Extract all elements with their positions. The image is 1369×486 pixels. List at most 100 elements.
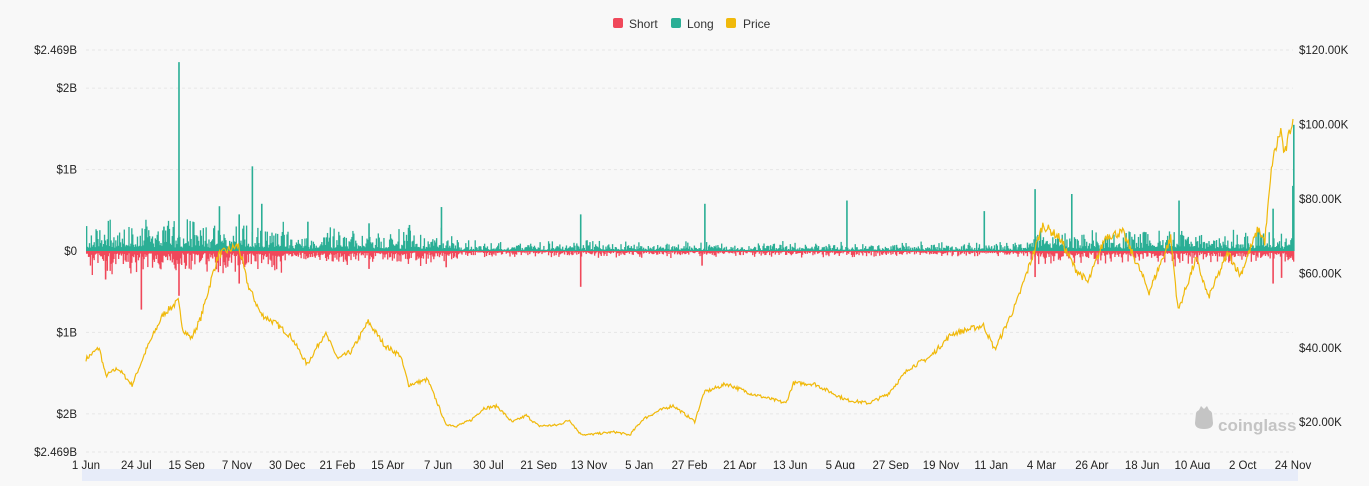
long-bar [505, 249, 507, 251]
short-bar [182, 251, 185, 255]
legend-item-price[interactable]: Price [726, 17, 771, 31]
long-bar [313, 243, 315, 251]
long-bar [694, 247, 697, 251]
long-bar [566, 248, 569, 251]
short-bar [919, 251, 921, 255]
short-bar [245, 251, 248, 264]
short-bar [1157, 251, 1159, 262]
long-bar [386, 247, 388, 251]
short-bar [1094, 251, 1096, 259]
short-bar [862, 251, 864, 256]
long-bar [536, 249, 538, 251]
legend[interactable]: Short Long Price [613, 17, 771, 31]
long-bar [305, 245, 307, 251]
short-bar [332, 251, 334, 262]
short-bar [770, 251, 773, 257]
long-bar [802, 248, 805, 251]
short-bar [1257, 251, 1259, 258]
long-bar [687, 242, 689, 251]
short-bar [1215, 251, 1218, 255]
short-bar [1041, 251, 1044, 253]
short-bar [923, 251, 925, 253]
legend-item-short[interactable]: Short [613, 17, 658, 31]
long-bar [458, 247, 460, 251]
short-bar [1044, 251, 1046, 264]
short-bar [266, 251, 268, 257]
long-bar [213, 225, 216, 251]
short-bar [927, 251, 930, 253]
legend-item-long[interactable]: Long [671, 17, 714, 31]
short-bar [388, 251, 391, 258]
long-bar [806, 248, 808, 251]
short-bar [921, 251, 923, 253]
long-spike-bar [368, 223, 370, 251]
long-bar [899, 247, 902, 251]
long-bar [250, 247, 252, 251]
short-bar [580, 251, 583, 257]
short-bar [1083, 251, 1085, 253]
short-bar [189, 251, 191, 255]
long-bar [370, 242, 372, 251]
long-bar [768, 246, 770, 251]
long-bar [875, 249, 877, 251]
long-bar [284, 246, 286, 251]
long-bar [554, 248, 556, 251]
long-bar [401, 244, 403, 251]
long-bar [1087, 245, 1090, 251]
long-bar [884, 246, 887, 251]
short-bar [292, 251, 294, 257]
long-bar [1055, 244, 1058, 251]
long-bar [934, 247, 936, 251]
range-scrollbar[interactable] [82, 469, 1298, 481]
long-bar [435, 242, 437, 251]
long-bar [1094, 247, 1096, 251]
short-bar [287, 251, 289, 254]
long-bar [1007, 245, 1009, 251]
long-bar [1282, 248, 1284, 251]
short-bar [943, 251, 946, 254]
short-bar [982, 251, 984, 253]
short-bar [1025, 251, 1028, 253]
long-bar [848, 249, 850, 251]
short-bar [644, 251, 647, 252]
long-bar [651, 249, 653, 251]
short-bar [871, 251, 873, 252]
long-bar [724, 250, 727, 251]
short-bar [473, 251, 475, 252]
long-bar [928, 247, 931, 251]
long-bar [912, 249, 915, 251]
long-bar [588, 245, 590, 251]
long-bar [560, 248, 562, 251]
long-bar [428, 244, 430, 251]
short-bar [975, 251, 977, 252]
long-bar [243, 225, 245, 251]
short-bar [431, 251, 433, 255]
short-bar [812, 251, 814, 256]
long-spike-bar [251, 166, 254, 251]
long-bar [439, 245, 442, 251]
short-bar [147, 251, 149, 268]
long-bar [833, 245, 836, 251]
short-bar [831, 251, 833, 252]
short-bar [889, 251, 891, 253]
long-bar [974, 247, 976, 251]
long-bar [987, 248, 989, 251]
short-bar [1234, 251, 1237, 257]
long-bar [721, 249, 724, 251]
long-bar [351, 236, 353, 251]
short-bar [300, 251, 302, 259]
y-left-tick-label: $1B [57, 327, 78, 339]
long-bar [1187, 236, 1189, 251]
long-bar [552, 248, 554, 251]
long-bar [814, 246, 816, 251]
long-bar [779, 244, 781, 251]
long-bar [1129, 232, 1131, 251]
short-bar [874, 251, 876, 253]
short-bar [945, 251, 948, 253]
short-bar [684, 251, 686, 255]
short-bar [943, 251, 945, 254]
short-bar [350, 251, 352, 261]
long-bar [964, 249, 967, 251]
short-bar [786, 251, 789, 253]
short-bar [416, 251, 418, 260]
